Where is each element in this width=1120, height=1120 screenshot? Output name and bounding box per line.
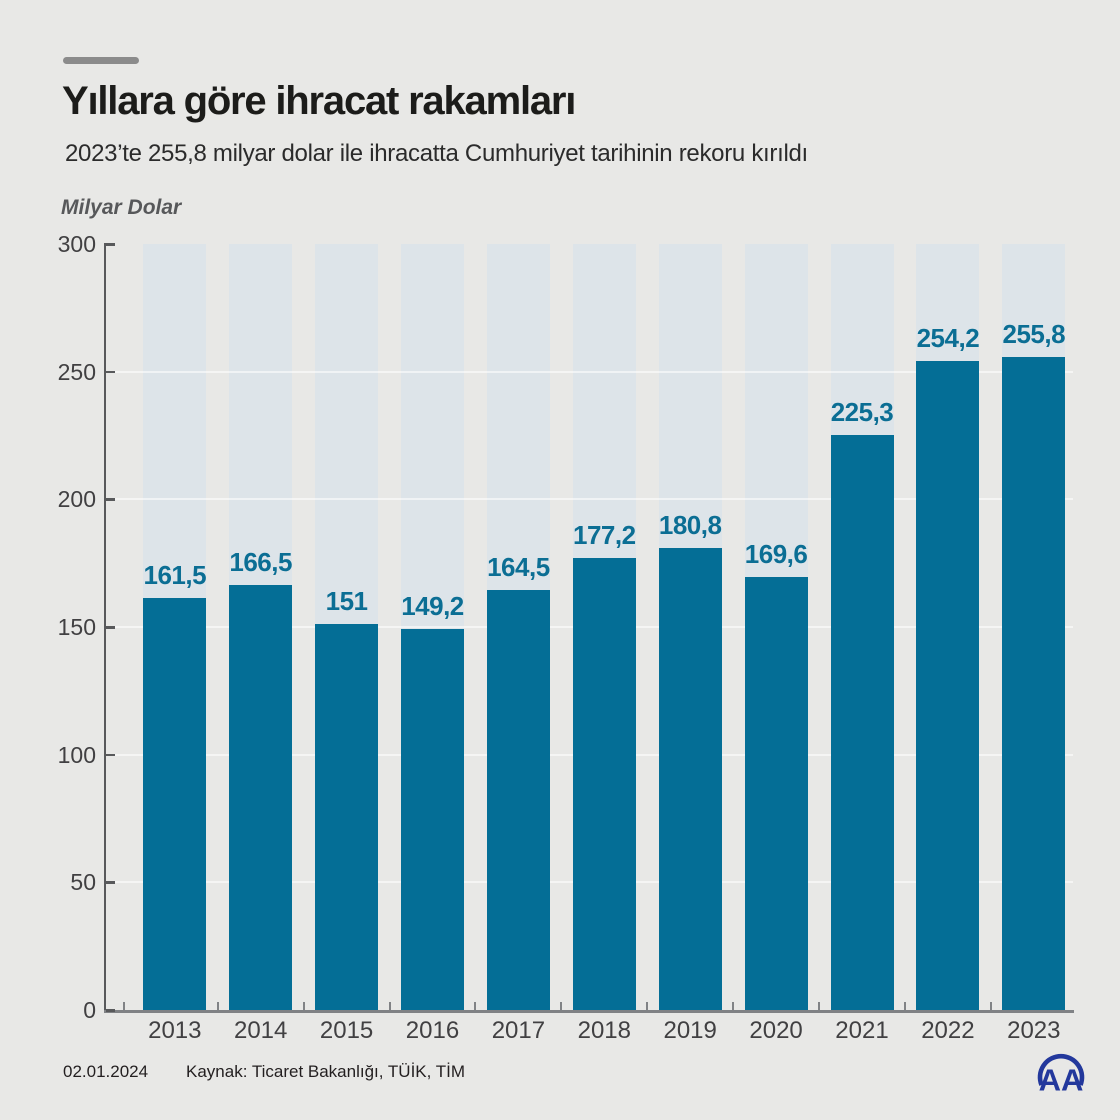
x-axis-minor-tick-2022 (903, 1002, 906, 1010)
bar-2017 (486, 589, 550, 1010)
bar-2021 (830, 434, 894, 1010)
x-axis-minor-tick-2020 (732, 1002, 735, 1010)
y-axis-tick-150 (106, 626, 115, 629)
x-axis-minor-tick-2017 (474, 1002, 477, 1010)
bar-value-label-2020: 169,6 (744, 538, 808, 569)
x-axis-minor-tick-2019 (646, 1002, 649, 1010)
x-axis-label-2020: 2020 (749, 1017, 803, 1044)
y-axis-tick-label-150: 150 (57, 614, 96, 640)
bar-2016 (401, 629, 464, 1010)
x-axis-label-2013: 2013 (148, 1017, 202, 1044)
x-axis-minor-tick-2021 (818, 1002, 821, 1010)
bar-2019 (658, 548, 722, 1010)
x-axis-minor-tick-2014 (216, 1002, 219, 1010)
y-axis-tick-200 (106, 498, 115, 501)
footer-source-credit: Kaynak: Ticaret Bakanlığı, TÜİK, TİM (186, 1062, 466, 1081)
x-axis-label-2019: 2019 (663, 1017, 717, 1044)
bar-2020 (744, 576, 808, 1010)
y-axis-tick-250 (106, 370, 115, 374)
aa-logo-arc (1037, 1053, 1085, 1086)
bar-2018 (572, 557, 636, 1010)
y-axis-tick-label-0: 0 (83, 997, 96, 1023)
bar-value-label-2022: 254,2 (916, 322, 980, 353)
x-axis-minor-tick-2015 (302, 1002, 305, 1010)
y-axis-tick-50 (106, 881, 115, 884)
x-axis-line (103, 1010, 1074, 1013)
y-axis-tick-label-50: 50 (70, 869, 96, 896)
bar-value-label-2016: 149,2 (401, 591, 464, 622)
bar-value-label-2018: 177,2 (573, 519, 636, 550)
y-axis-tick-label-250: 250 (57, 358, 96, 385)
x-axis-label-2015: 2015 (319, 1017, 374, 1044)
bar-2015 (315, 624, 379, 1010)
bar-2013 (143, 597, 207, 1010)
x-axis-minor-tick-2018 (560, 1002, 563, 1010)
x-axis-label-2023: 2023 (1007, 1017, 1061, 1044)
page-subtitle: 2023’te 255,8 milyar dolar ile ihracatta… (65, 140, 808, 167)
gridline-200 (105, 498, 1073, 501)
bar-value-label-2015: 151 (325, 586, 368, 617)
y-axis-tick-0 (106, 1009, 115, 1012)
x-axis-label-2022: 2022 (921, 1017, 975, 1044)
y-axis-tick-100 (106, 753, 115, 757)
bar-2022 (916, 360, 980, 1010)
page-title: Yıllara göre ihracat rakamları (62, 79, 576, 123)
x-axis-label-2018: 2018 (577, 1017, 631, 1044)
title-accent-dash (63, 57, 139, 64)
y-axis-tick-300 (106, 243, 115, 246)
bar-value-label-2023: 255,8 (1002, 318, 1066, 349)
y-axis-tick-label-200: 200 (57, 486, 96, 513)
x-axis-minor-tick-2013 (123, 1002, 126, 1010)
footer-date: 02.01.2024 (63, 1062, 149, 1081)
y-axis-tick-label-100: 100 (57, 741, 96, 768)
bar-value-label-2017: 164,5 (487, 551, 550, 582)
y-axis-tick-label-300: 300 (57, 231, 96, 257)
bar-value-label-2013: 161,5 (143, 559, 207, 590)
bar-2014 (229, 584, 293, 1010)
x-axis-label-2017: 2017 (491, 1017, 546, 1044)
x-axis-minor-tick-2023 (989, 1002, 992, 1010)
bar-2023 (1002, 356, 1066, 1010)
y-axis-unit-label: Milyar Dolar (61, 196, 182, 219)
aa-agency-logo: AA (1037, 1053, 1085, 1097)
x-axis-label-2016: 2016 (405, 1017, 460, 1044)
gridline-250 (105, 370, 1073, 373)
x-axis-label-2014: 2014 (233, 1017, 288, 1044)
bar-value-label-2019: 180,8 (658, 510, 722, 541)
y-axis-line (103, 243, 106, 1013)
bar-value-label-2014: 166,5 (229, 546, 292, 577)
aa-logo-letters: AA (1039, 1063, 1084, 1097)
x-axis-label-2021: 2021 (835, 1017, 889, 1044)
x-axis-minor-tick-2016 (388, 1002, 391, 1010)
bar-value-label-2021: 225,3 (830, 396, 894, 427)
